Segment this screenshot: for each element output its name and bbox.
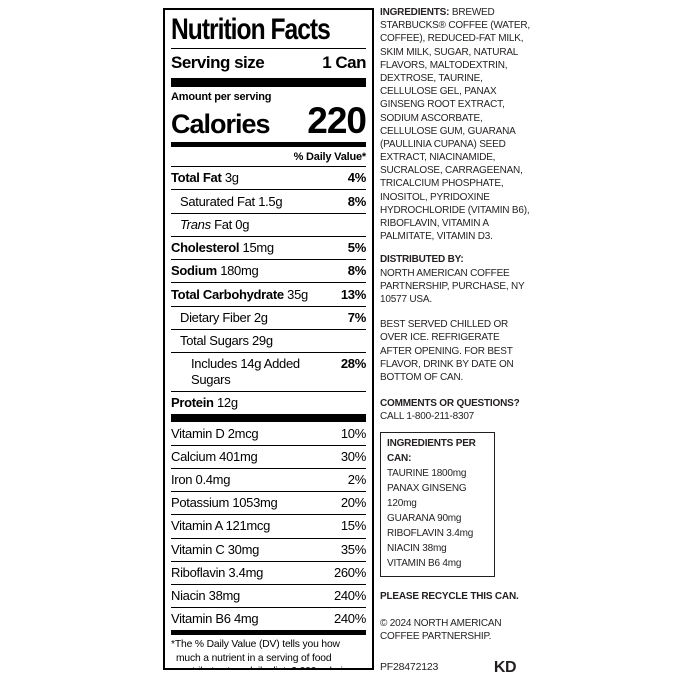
per-can-item: PANAX GINSENG 120mg [387,483,467,510]
dv-value: 20% [340,495,366,511]
vitamin-row: Vitamin D 2mcg 10% [171,425,366,441]
plant-code: KD [493,659,517,676]
dv-value: 8% [347,263,367,279]
comments-heading: COMMENTS OR QUESTIONS? [380,398,520,410]
dv-value: 7% [347,309,367,325]
daily-value-header: % Daily Value* [293,151,367,164]
serving-tip-paragraph: BEST SERVED CHILLED OR OVER ICE. REFRIGE… [380,319,514,383]
dv-value: 13% [340,286,366,302]
nutrient-row: Sodium 180mg 8% [171,259,366,282]
vitamin-row: Iron 0.4mg 2% [171,467,367,491]
per-can-item: TAURINE 1800mg [387,468,467,480]
nutrient-row: Protein 12g [171,391,366,414]
nutrient-row: Includes 14g Added Sugars 28% [171,352,366,391]
serving-size-value: 1 Can [322,53,366,72]
dv-value: 5% [347,240,367,256]
calories-value: 220 [307,100,367,141]
nutrition-facts-panel: Nutrition Facts Serving size 1 Can Amoun… [163,8,374,670]
dv-value: 4% [347,170,367,186]
nutrient-row: Total Carbohydrate 35g 13% [171,282,366,305]
per-can-item: GUARANA 90mg [387,513,462,525]
daily-value-footnote: *The % Daily Value (DV) tells you how mu… [171,630,366,668]
vitamin-row: Niacin 38mg 240% [171,583,366,607]
label-info-column: INGREDIENTS: BREWED STARBUCKS® COFFEE (W… [380,6,532,678]
vitamin-row: Vitamin A 121mcg 15% [171,514,366,537]
panel-title: Nutrition Facts [171,13,331,46]
serving-size-label: Serving size [171,53,265,72]
calories-label: Calories [171,108,271,139]
dv-value: 8% [347,193,367,209]
serving-size-row: Serving size 1 Can [171,49,366,78]
nutrient-row: Total Sugars 29g [171,328,366,352]
nutrient-row: Cholesterol 15mg 5% [171,235,367,259]
dv-value: 15% [340,518,366,534]
recycle-notice: PLEASE RECYCLE THIS CAN. [380,591,519,603]
vitamin-row: Riboflavin 3.4mg 260% [171,560,366,584]
calories-row: Calories 220 [171,100,367,142]
per-can-list: TAURINE 1800mg PANAX GINSENG 120mg GUARA… [387,466,488,571]
vitamin-row: Vitamin B6 4mg 240% [171,607,366,630]
dv-value: 35% [340,541,366,557]
divider-medium [171,142,366,148]
dv-value: 240% [333,588,366,604]
distributed-by-paragraph: DISTRIBUTED BY: NORTH AMERICAN COFFEE PAR… [380,254,525,305]
vitamin-row: Potassium 1053mg 20% [171,491,366,514]
per-can-item: VITAMIN B6 4mg [387,558,462,570]
distributed-by-heading: DISTRIBUTED BY: [380,254,464,266]
copyright-notice: © 2024 NORTH AMERICAN COFFEE PARTNERSHIP… [380,617,502,642]
dv-value: 10% [340,425,366,441]
comments-paragraph: COMMENTS OR QUESTIONS? CALL 1-800-211-830… [380,397,532,423]
per-can-heading: INGREDIENTS PER CAN: [387,438,476,465]
vitamin-row: Calcium 401mg 30% [171,444,366,468]
production-code: PF28472123 [380,660,439,673]
phone-number: CALL 1-800-211-8307 [380,411,475,423]
per-can-item: RIBOFLAVIN 3.4mg [387,528,474,540]
amount-per-serving-label: Amount per serving [171,91,272,103]
dv-value: 260% [333,564,366,580]
ingredients-paragraph: INGREDIENTS: BREWED STARBUCKS® COFFEE (W… [380,7,530,243]
nutrient-row: Saturated Fat 1.5g 8% [171,189,366,212]
ingredients-heading: INGREDIENTS: [380,7,450,18]
nutrient-row: Dietary Fiber 2g 7% [171,305,367,329]
vitamin-row: Vitamin C 30mg 35% [171,537,366,561]
panel-title-block: Nutrition Facts [171,10,366,49]
divider-thick [171,414,366,423]
nutrient-row: Trans Fat 0g [171,212,366,236]
dv-value: 240% [333,611,366,627]
production-code-row: PF28472123 KD [380,657,532,678]
ingredients-per-can-box: INGREDIENTS PER CAN: TAURINE 1800mg PANA… [380,432,495,578]
nutrient-row: Total Fat 3g 4% [171,166,366,189]
dv-value: 28% [340,356,366,372]
divider-thick [171,78,366,87]
per-can-item: NIACIN 38mg [387,543,447,555]
dv-value: 2% [347,472,367,487]
dv-value: 30% [340,448,366,464]
